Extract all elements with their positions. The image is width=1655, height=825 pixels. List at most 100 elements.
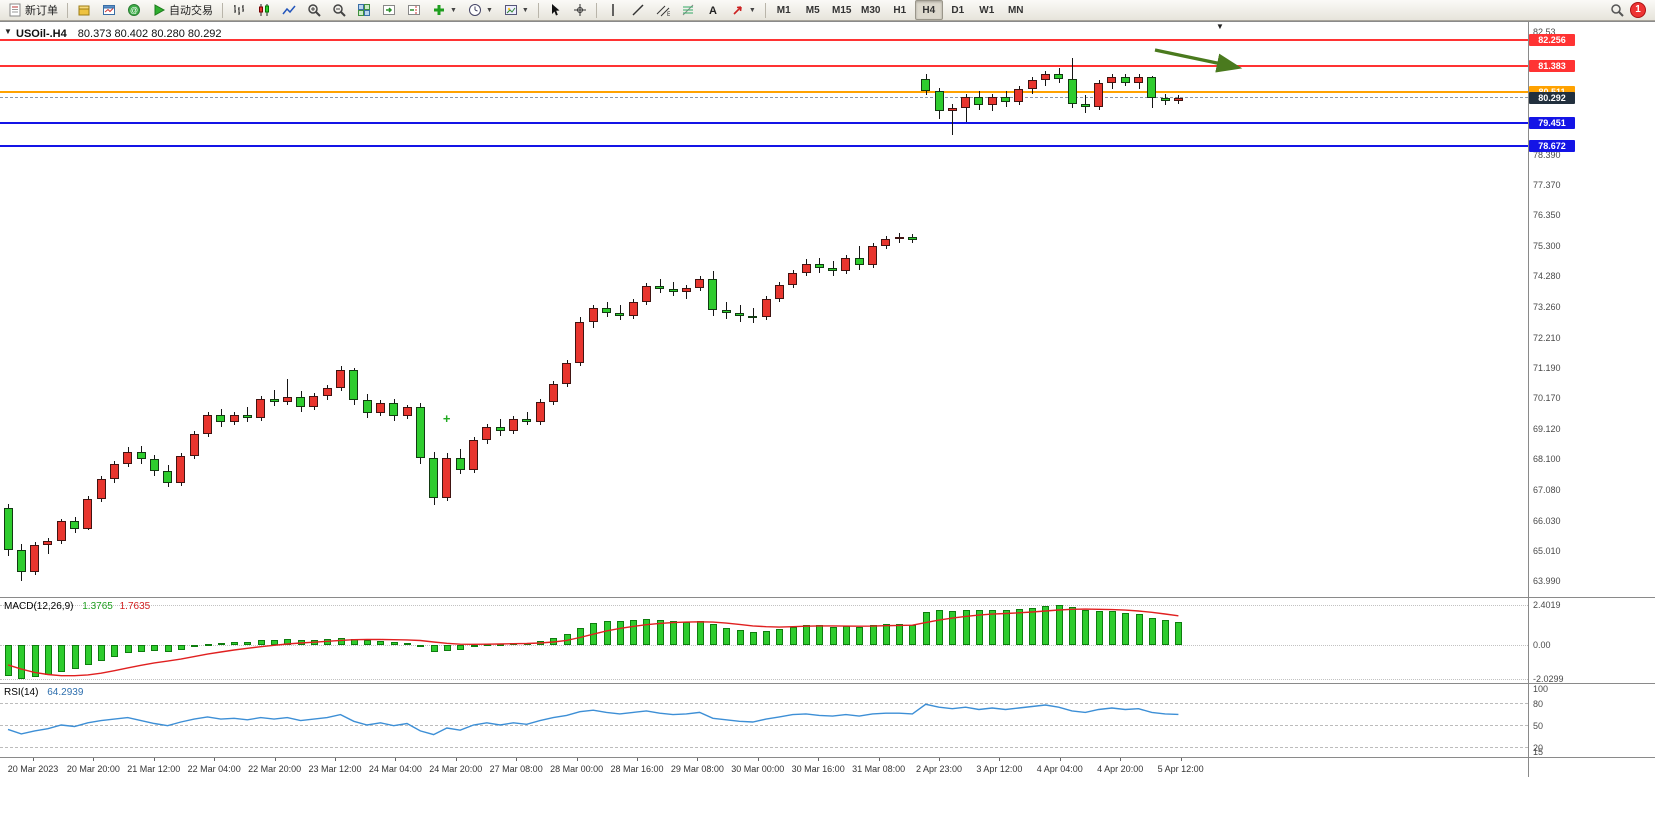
templates-menu-button[interactable]: ▼ [499, 0, 534, 20]
timeframe-group: M1 M5 M15 M30 H1 H4 D1 W1 MN [770, 0, 1030, 20]
macd-histogram-bar [470, 645, 478, 647]
toolbar-separator [222, 2, 223, 18]
rsi-level-line [0, 702, 1528, 704]
candle-body [296, 397, 306, 408]
candle-body [482, 426, 492, 441]
add-indicator-button[interactable]: ▼ [427, 0, 462, 20]
bar-chart-button[interactable] [227, 0, 251, 20]
time-axis-tick [274, 758, 276, 761]
time-axis-label: 30 Mar 00:00 [731, 764, 785, 774]
market-watch-button[interactable] [72, 0, 96, 20]
candle-wick [247, 407, 249, 423]
macd-histogram-bar [882, 624, 890, 645]
new-order-button[interactable]: 新订单 [3, 0, 63, 20]
timeframe-button-m30[interactable]: M30 [861, 4, 881, 16]
candle-body [774, 284, 784, 300]
candle-wick [952, 103, 954, 136]
line-chart-button[interactable] [277, 0, 301, 20]
timeframe-button-m15[interactable]: M15 [832, 4, 852, 16]
one-click-trading-toggle[interactable]: ▼ [4, 27, 12, 36]
macd-histogram-bar [310, 639, 318, 645]
timeframe-button-m1[interactable]: M1 [776, 4, 791, 16]
price-scale-divider[interactable] [1528, 22, 1529, 777]
horizontal-line-82.256[interactable] [0, 39, 1528, 42]
horizontal-line-80.511[interactable] [0, 90, 1528, 93]
rsi-level-line [0, 747, 1528, 749]
time-axis-tick [697, 758, 699, 761]
macd-histogram-bar [390, 642, 398, 645]
horizontal-line-79.451[interactable] [0, 122, 1528, 125]
macd-histogram-bar [590, 622, 598, 645]
candle-body [1080, 103, 1090, 107]
candle-body [216, 414, 226, 423]
macd-histogram-bar [696, 621, 704, 645]
cursor-button[interactable] [543, 0, 567, 20]
macd-histogram-bar [962, 610, 970, 645]
candle-body [309, 395, 319, 408]
rsi-level-line [0, 725, 1528, 726]
candle-body [30, 545, 40, 572]
macd-level-line [0, 605, 1528, 607]
time-axis-tick [576, 758, 578, 761]
candle-body [229, 414, 239, 423]
autotrading-button[interactable]: 自动交易 [147, 0, 218, 20]
fibonacci-button[interactable] [676, 0, 700, 20]
time-axis-tick [33, 758, 34, 761]
chart-top-triangle[interactable]: ▼ [1216, 22, 1224, 31]
candle-body [3, 508, 13, 550]
macd-histogram-bar [723, 627, 731, 645]
timeframe-button-d1[interactable]: D1 [951, 4, 965, 16]
macd-histogram-bar [1015, 609, 1023, 645]
candle-body [1160, 98, 1170, 101]
tile-windows-button[interactable] [352, 0, 376, 20]
macd-histogram-bar [643, 619, 651, 645]
timeframe-button-h1[interactable]: H1 [893, 4, 907, 16]
time-axis[interactable]: 20 Mar 2023 20 Mar 20:00 21 Mar 12:00 22 Ma… [0, 757, 1655, 777]
timeframe-button-m5[interactable]: M5 [805, 4, 820, 16]
candlestick-chart-icon [257, 3, 271, 17]
price-axis-label: 69.120 [1533, 424, 1561, 435]
timeframes-menu-button[interactable]: ▼ [463, 0, 498, 20]
macd-histogram-bar [776, 629, 784, 645]
add-indicator-icon [432, 3, 446, 17]
time-axis-label: 2 Apr 23:00 [915, 764, 963, 774]
timeframe-button-w1[interactable]: W1 [979, 4, 995, 16]
arrows-menu-button[interactable]: ▼ [726, 0, 761, 20]
macd-histogram-bar [1082, 610, 1090, 645]
search-icon[interactable] [1610, 3, 1624, 17]
horizontal-line-80.292[interactable] [0, 97, 1528, 99]
time-axis-tick [214, 758, 216, 761]
text-tool-button[interactable]: A [701, 0, 725, 20]
auto-scroll-button[interactable] [377, 0, 401, 20]
chart-shift-button[interactable] [402, 0, 426, 20]
macd-level-line [0, 678, 1528, 680]
timeframe-button-h4[interactable]: H4 [914, 0, 943, 20]
candle-body [602, 308, 611, 313]
vertical-line-button[interactable] [601, 0, 625, 20]
crosshair-icon [573, 3, 587, 17]
horizontal-line-78.672[interactable] [0, 145, 1528, 148]
timeframe-button-mn[interactable]: MN [1007, 4, 1024, 16]
trendline-button[interactable] [626, 0, 650, 20]
macd-histogram-bar [324, 639, 332, 645]
candle-body [1001, 96, 1010, 103]
crosshair-button[interactable] [568, 0, 592, 20]
macd-histogram-bar [1162, 620, 1170, 645]
macd-histogram-bar [1042, 605, 1050, 645]
macd-histogram-bar [1029, 607, 1037, 645]
horizontal-line-81.383[interactable] [0, 64, 1528, 67]
zoom-in-button[interactable] [302, 0, 326, 20]
candle-body [841, 257, 851, 272]
time-axis-label: 24 Mar 20:00 [429, 764, 483, 774]
zoom-out-button[interactable] [327, 0, 351, 20]
new-chart-button[interactable] [97, 0, 121, 20]
mql5-button[interactable]: @ [122, 0, 146, 20]
macd-value-signal: 1.7635 [119, 601, 151, 612]
macd-histogram-bar [1055, 605, 1063, 645]
equidistant-channel-button[interactable]: E [651, 0, 675, 20]
candle-body [375, 403, 385, 414]
candlestick-chart-button[interactable] [252, 0, 276, 20]
notifications-badge[interactable]: 1 [1630, 2, 1646, 18]
macd-histogram-bar [58, 645, 66, 672]
market-watch-icon [77, 3, 91, 17]
